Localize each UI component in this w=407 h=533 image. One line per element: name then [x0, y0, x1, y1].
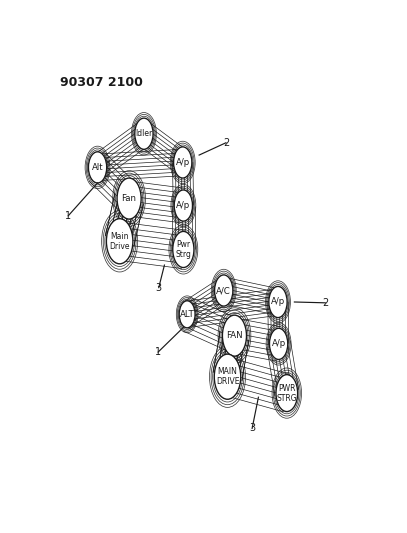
Ellipse shape [269, 286, 287, 318]
Ellipse shape [174, 190, 193, 221]
Ellipse shape [276, 375, 298, 411]
Text: PWR
STRG: PWR STRG [276, 384, 297, 402]
Text: MAIN
DRIVE: MAIN DRIVE [216, 367, 239, 386]
Ellipse shape [135, 118, 153, 149]
Ellipse shape [106, 219, 133, 264]
Ellipse shape [173, 147, 192, 178]
Text: 1: 1 [155, 347, 161, 357]
Ellipse shape [214, 354, 241, 399]
Text: 90307 2100: 90307 2100 [60, 76, 142, 89]
Text: Idler: Idler [135, 129, 153, 138]
Text: Main
Drive: Main Drive [109, 232, 130, 251]
Text: 2: 2 [223, 138, 229, 148]
Text: ALT: ALT [180, 310, 195, 319]
Text: Fan: Fan [122, 194, 137, 203]
Ellipse shape [173, 231, 194, 268]
Text: Alt: Alt [92, 163, 103, 172]
Text: A/C: A/C [217, 286, 231, 295]
Ellipse shape [269, 328, 288, 359]
Text: A/p: A/p [271, 297, 285, 306]
Ellipse shape [179, 301, 195, 328]
Text: 1: 1 [65, 211, 71, 221]
Ellipse shape [214, 275, 233, 306]
Ellipse shape [117, 178, 141, 219]
Text: 3: 3 [156, 282, 162, 293]
Text: A/p: A/p [271, 340, 286, 349]
Text: Pwr
Strg: Pwr Strg [175, 240, 191, 259]
Text: 3: 3 [249, 423, 255, 433]
Text: FAN: FAN [226, 331, 243, 340]
Text: A/p: A/p [175, 158, 190, 167]
Text: 2: 2 [322, 298, 328, 308]
Text: A/p: A/p [176, 201, 190, 210]
Ellipse shape [222, 315, 247, 356]
Ellipse shape [88, 152, 107, 183]
